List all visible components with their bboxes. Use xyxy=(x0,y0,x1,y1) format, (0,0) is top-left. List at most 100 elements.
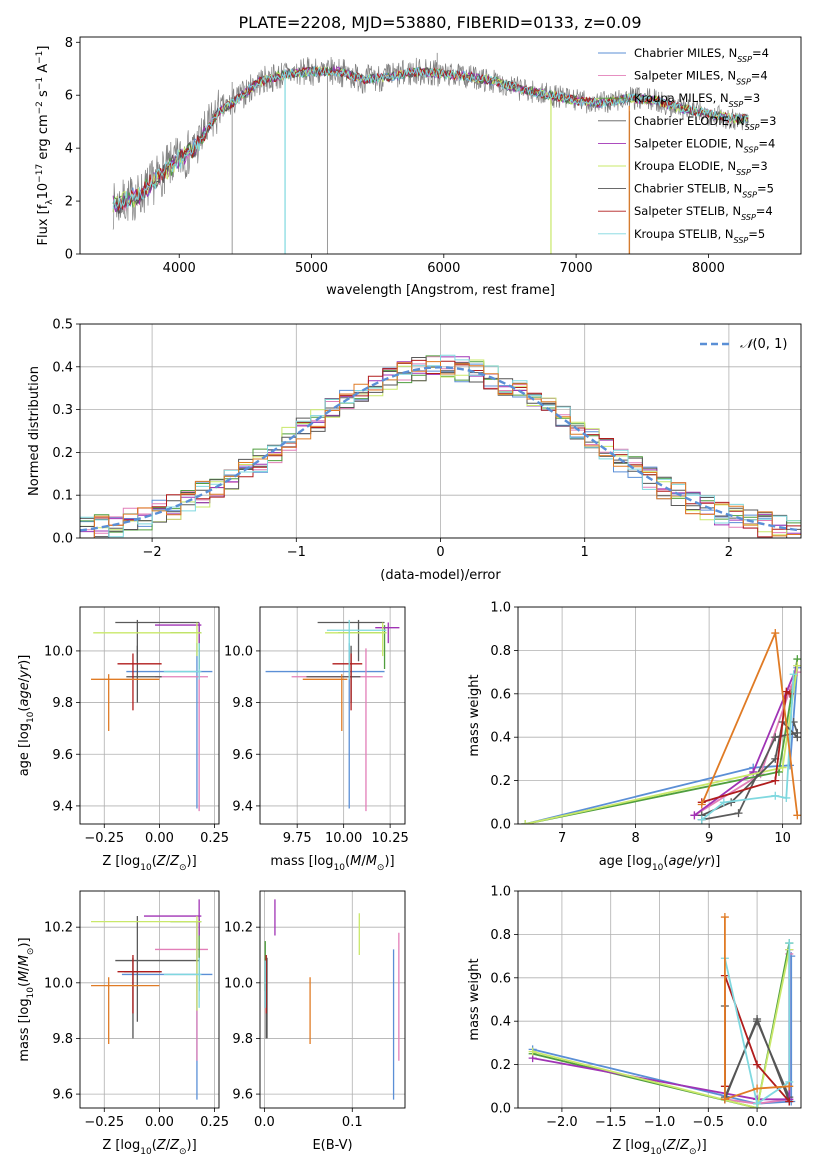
label-part: wavelength [Angstrom, rest frame] xyxy=(326,283,555,298)
panel-0: 4000 5000 6000 7000 8000 0 2 4 6 8 Chabrier MILES,… xyxy=(35,36,802,298)
legend-entry: Salpeter STELIB, NSSP=4 xyxy=(634,204,773,222)
y-tick-label: 0.6 xyxy=(490,971,511,986)
label-part: 10 xyxy=(140,1147,152,1157)
label-part: ( xyxy=(152,1138,157,1153)
panel-7: −2.0 −1.5 −1.0 −0.5 0.0 0.0 0.2 0.4 0.6 0.8 1.0 Z [… xyxy=(467,885,802,1157)
x-tick-label: −1.5 xyxy=(595,1115,627,1130)
x-tick-label: −0.5 xyxy=(693,1115,725,1130)
legend-name: Chabrier ELODIE, N xyxy=(634,114,745,128)
label-part: s xyxy=(36,90,51,101)
weight-marker xyxy=(782,793,791,802)
weight-line xyxy=(701,690,791,804)
y-tick-label: 9.8 xyxy=(52,696,73,711)
label-part: 10 xyxy=(140,863,152,873)
label-part: Z xyxy=(169,854,180,869)
label-part: / xyxy=(361,854,366,869)
label-part: )] xyxy=(384,854,394,869)
label-part: / xyxy=(166,1138,171,1153)
plot-area xyxy=(518,891,801,1108)
legend-name: Kroupa ELODIE, N xyxy=(634,159,736,173)
axes-box xyxy=(259,606,406,825)
label-part: ( xyxy=(152,854,157,869)
label-part: 10 xyxy=(650,1147,662,1157)
x-axis-label: E(B-V) xyxy=(312,1138,352,1153)
label-part: age [log xyxy=(599,854,652,869)
x-axis-label: wavelength [Angstrom, rest frame] xyxy=(326,283,555,298)
weight-marker xyxy=(771,776,780,785)
panel-6: 0.0 0.1 9.6 9.8 10.0 10.2 E(B-V) xyxy=(224,890,406,1153)
y-tick-label: 0.2 xyxy=(52,446,73,461)
label-part: yr xyxy=(17,663,32,679)
y-axis-label: Flux [fλ10−17 erg cm−2 s−1 A−1] xyxy=(35,46,55,246)
legend-name: Kroupa STELIB, N xyxy=(634,227,734,241)
weight-line xyxy=(525,667,799,824)
label-part: ⊙ xyxy=(179,1147,187,1157)
plot-area xyxy=(80,891,219,1108)
x-tick-label: −1 xyxy=(287,545,306,560)
x-tick-label: 8 xyxy=(631,831,639,846)
label-part: / xyxy=(693,854,698,869)
x-tick-label: 9.75 xyxy=(283,831,312,846)
label-part: Z [log xyxy=(102,854,140,869)
x-axis-label: age [log10(age/yr)] xyxy=(599,854,721,873)
label-part: )] xyxy=(17,655,32,665)
y-axis-label: mass weight xyxy=(467,958,482,1040)
legend-entry: Kroupa ELODIE, NSSP=3 xyxy=(634,159,768,177)
legend-entry: Salpeter ELODIE, NSSP=4 xyxy=(634,136,775,154)
x-tick-label: 2 xyxy=(725,545,733,560)
legend-n: =3 xyxy=(760,114,777,128)
label-part: age xyxy=(668,854,692,869)
legend-name: Salpeter ELODIE, N xyxy=(634,136,744,150)
label-part: 10 xyxy=(334,863,346,873)
label-part: A xyxy=(36,64,51,77)
label-part: Z xyxy=(156,854,167,869)
label-part: ⊙ xyxy=(179,863,187,873)
weight-marker xyxy=(785,1097,794,1106)
label-part: / xyxy=(17,677,32,682)
x-tick-label: 10.25 xyxy=(372,831,409,846)
y-tick-label: 10.2 xyxy=(44,921,73,936)
label-part: Z xyxy=(169,1138,180,1153)
y-tick-label: 9.6 xyxy=(52,748,73,763)
y-tick-label: 0.2 xyxy=(490,1058,511,1073)
x-tick-label: 0.00 xyxy=(145,831,174,846)
x-tick-label: 6000 xyxy=(427,261,460,276)
y-tick-label: 0.3 xyxy=(52,403,73,418)
label-part: / xyxy=(17,966,32,971)
label-part: 10 xyxy=(26,987,36,999)
panel-2: −0.25 0.00 0.259.49.69.810.0Z [log10(Z/Z⊙)… xyxy=(17,606,229,873)
label-part: erg cm xyxy=(36,114,51,163)
weight-marker xyxy=(690,811,699,820)
y-tick-label: 10.0 xyxy=(44,976,73,991)
y-tick-label: 0.0 xyxy=(490,1102,511,1117)
weight-marker xyxy=(753,1060,762,1069)
legend-sub: SSP xyxy=(744,145,759,154)
weight-marker xyxy=(785,1082,794,1091)
x-tick-label: 8000 xyxy=(692,261,725,276)
plot-area xyxy=(80,607,219,824)
x-tick-label: 0.1 xyxy=(342,1115,363,1130)
weight-marker xyxy=(734,809,743,818)
label-part: age xyxy=(17,682,32,706)
weight-marker xyxy=(778,763,787,772)
label-part: ( xyxy=(663,854,668,869)
y-tick-label: 0.4 xyxy=(490,1015,511,1030)
legend-sub: SSP xyxy=(736,77,751,86)
y-tick-label: 10.0 xyxy=(224,644,253,659)
legend-name: Kroupa MILES, N xyxy=(634,91,729,105)
y-tick-label: 0.1 xyxy=(52,489,73,504)
y-tick-label: 0.5 xyxy=(52,318,73,333)
x-axis-label: (data-model)/error xyxy=(380,568,501,583)
x-tick-label: 0.00 xyxy=(145,1115,174,1130)
weight-marker xyxy=(753,1015,762,1024)
x-tick-label: 10.00 xyxy=(325,831,362,846)
y-tick-label: 10.0 xyxy=(44,644,73,659)
panel-1: −2 −1 0 1 2 0.0 0.1 0.2 0.3 0.4 0.5 𝒩(0, 1) (data-mo… xyxy=(27,318,802,583)
weight-line xyxy=(525,658,799,824)
label-part: ( xyxy=(17,707,32,712)
